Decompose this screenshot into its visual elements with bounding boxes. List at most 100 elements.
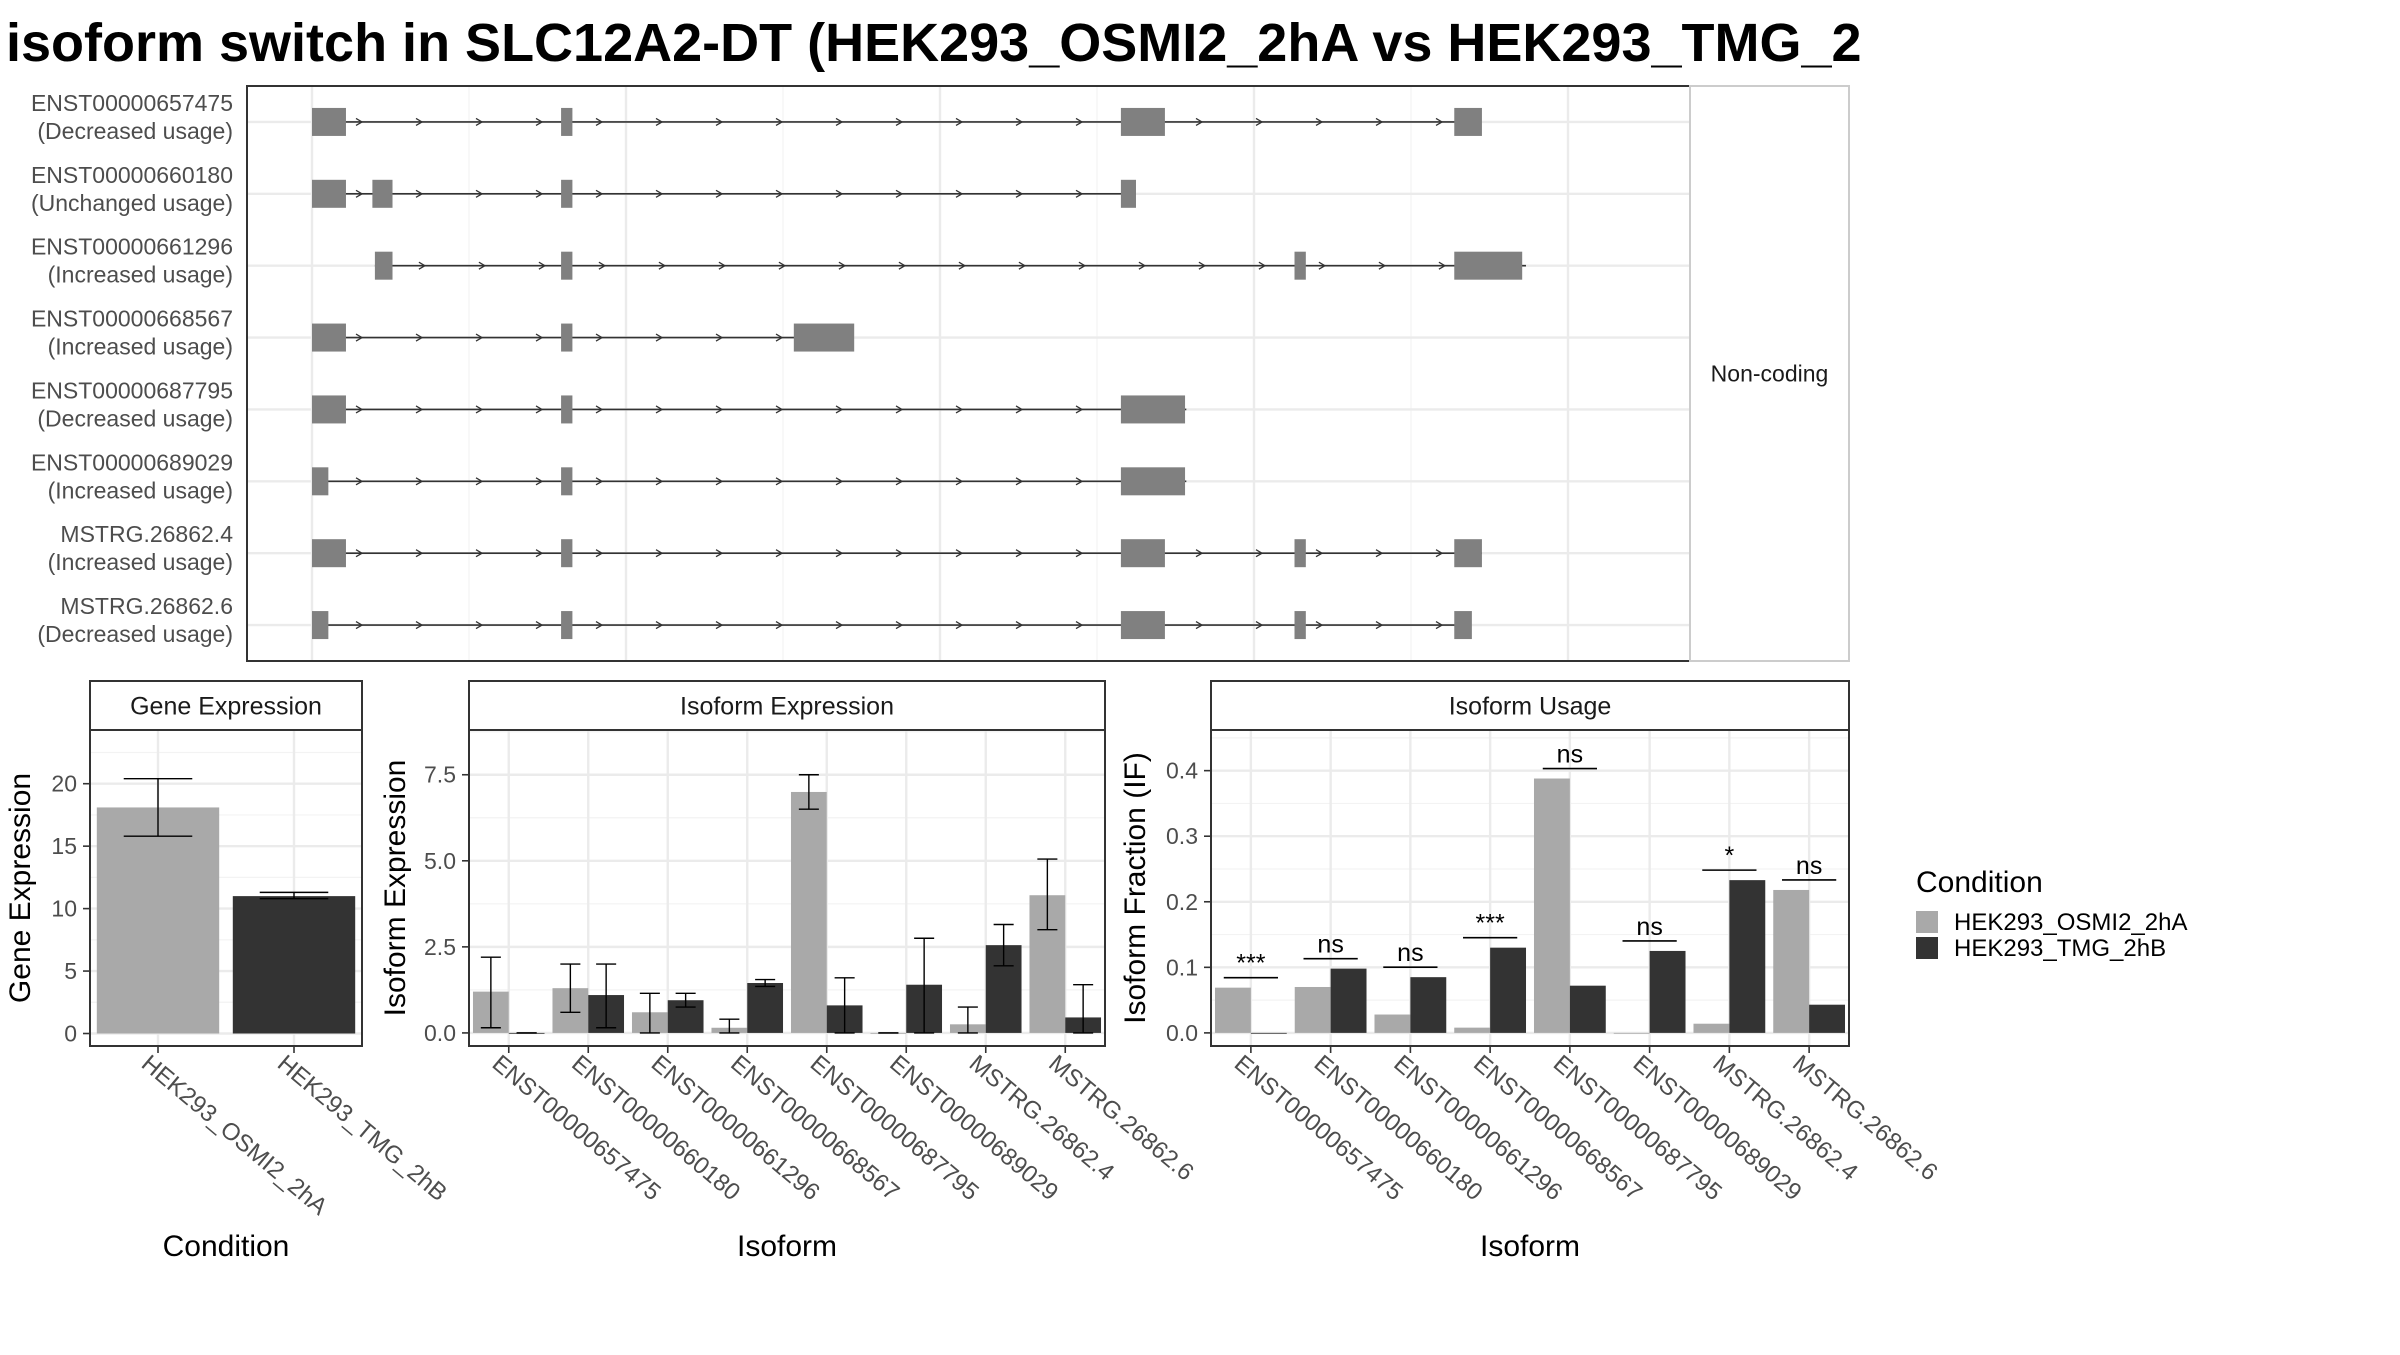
- direction-arrow: [715, 621, 724, 630]
- significance-label: ***: [1476, 910, 1505, 938]
- transcript-usage-label: (Decreased usage): [37, 405, 233, 431]
- direction-arrow: [835, 117, 844, 126]
- transcript-usage-label: (Increased usage): [48, 334, 233, 360]
- exon-block: [312, 107, 346, 136]
- transcript-usage-label: (Increased usage): [48, 477, 233, 503]
- direction-arrow: [835, 189, 844, 198]
- transcript-structure-panel: ENST00000657475(Decreased usage)ENST0000…: [31, 85, 1850, 662]
- exon-block: [1294, 251, 1306, 280]
- bar: [1569, 985, 1606, 1033]
- transcript-strip: [1689, 85, 1850, 662]
- direction-arrow: [415, 549, 424, 558]
- bar: [1454, 1027, 1491, 1033]
- exon-block: [1454, 611, 1472, 640]
- direction-arrow: [895, 477, 904, 486]
- direction-arrow: [415, 621, 424, 630]
- direction-arrow: [715, 549, 724, 558]
- bar: [1490, 947, 1527, 1033]
- direction-arrow: [778, 261, 787, 270]
- direction-arrow: [535, 621, 544, 630]
- direction-arrow: [355, 189, 364, 198]
- bar: [1410, 977, 1447, 1033]
- x-tick-label: MSTRG.26862.6: [1043, 1050, 1198, 1186]
- y-tick-label: 0.1: [1166, 954, 1198, 980]
- transcript-row: ENST00000657475(Decreased usage): [31, 90, 1482, 144]
- y-tick-label: 0.2: [1166, 889, 1198, 915]
- bar: [1809, 1004, 1846, 1033]
- bar: [1773, 889, 1810, 1033]
- direction-arrow: [775, 405, 784, 414]
- direction-arrow: [1435, 117, 1444, 126]
- direction-arrow: [355, 333, 364, 342]
- direction-arrow: [1015, 477, 1024, 486]
- exon-block: [561, 251, 573, 280]
- direction-arrow: [1318, 261, 1327, 270]
- legend-title: Condition: [1916, 866, 2043, 899]
- bar: [1250, 1032, 1287, 1034]
- direction-arrow: [475, 477, 484, 486]
- direction-arrow: [535, 189, 544, 198]
- direction-arrow: [1255, 621, 1264, 630]
- direction-arrow: [415, 477, 424, 486]
- transcript-usage-label: (Unchanged usage): [31, 190, 233, 216]
- direction-arrow: [835, 477, 844, 486]
- transcript-id-label: ENST00000657475: [31, 90, 233, 116]
- transcript-id-label: ENST00000668567: [31, 306, 233, 332]
- transcript-row: MSTRG.26862.4(Increased usage): [48, 521, 1482, 575]
- legend-label: HEK293_TMG_2hB: [1954, 935, 2166, 962]
- x-axis-title: Condition: [163, 1230, 290, 1263]
- exon-block: [1120, 179, 1136, 208]
- direction-arrow: [355, 621, 364, 630]
- exon-block: [561, 611, 573, 640]
- direction-arrow: [355, 549, 364, 558]
- bar: [1729, 880, 1766, 1033]
- x-tick-label: MSTRG.26862.4: [1708, 1050, 1863, 1186]
- direction-arrow: [1015, 621, 1024, 630]
- y-tick-label: 0.3: [1166, 823, 1198, 849]
- direction-arrow: [775, 333, 784, 342]
- direction-arrow: [955, 549, 964, 558]
- y-axis-title: Isoform Expression: [379, 760, 412, 1017]
- exon-block: [1120, 395, 1186, 424]
- direction-arrow: [1075, 621, 1084, 630]
- transcript-row: ENST00000689029(Increased usage): [31, 449, 1187, 503]
- y-tick-label: 15: [51, 833, 77, 859]
- exon-block: [312, 539, 346, 568]
- direction-arrow: [475, 621, 484, 630]
- direction-arrow: [775, 189, 784, 198]
- direction-arrow: [415, 405, 424, 414]
- direction-arrow: [415, 189, 424, 198]
- exon-block: [561, 539, 573, 568]
- direction-arrow: [955, 189, 964, 198]
- direction-arrow: [418, 261, 427, 270]
- bar: [1374, 1014, 1411, 1033]
- panel-strip-label: Isoform Usage: [1449, 693, 1612, 721]
- direction-arrow: [1438, 261, 1447, 270]
- transcript-usage-label: (Increased usage): [48, 262, 233, 288]
- transcript-usage-label: (Decreased usage): [37, 621, 233, 647]
- direction-arrow: [475, 405, 484, 414]
- exon-block: [1454, 539, 1482, 568]
- exon-block: [374, 251, 393, 280]
- plot-border: [1210, 729, 1850, 1047]
- direction-arrow: [775, 549, 784, 558]
- direction-arrow: [1255, 549, 1264, 558]
- direction-arrow: [655, 117, 664, 126]
- direction-arrow: [895, 549, 904, 558]
- direction-arrow: [715, 333, 724, 342]
- direction-arrow: [1015, 117, 1024, 126]
- y-axis-title: Isoform Fraction (IF): [1119, 752, 1152, 1024]
- panel-strip: [89, 680, 363, 731]
- direction-arrow: [955, 405, 964, 414]
- direction-arrow: [538, 261, 547, 270]
- direction-arrow: [1375, 117, 1384, 126]
- legend-key: [1916, 911, 1938, 933]
- transcript-row: MSTRG.26862.6(Decreased usage): [37, 593, 1472, 647]
- bar: [1330, 968, 1367, 1033]
- direction-arrow: [475, 549, 484, 558]
- direction-arrow: [535, 549, 544, 558]
- exon-block: [1454, 251, 1523, 280]
- direction-arrow: [655, 333, 664, 342]
- direction-arrow: [595, 477, 604, 486]
- direction-arrow: [835, 549, 844, 558]
